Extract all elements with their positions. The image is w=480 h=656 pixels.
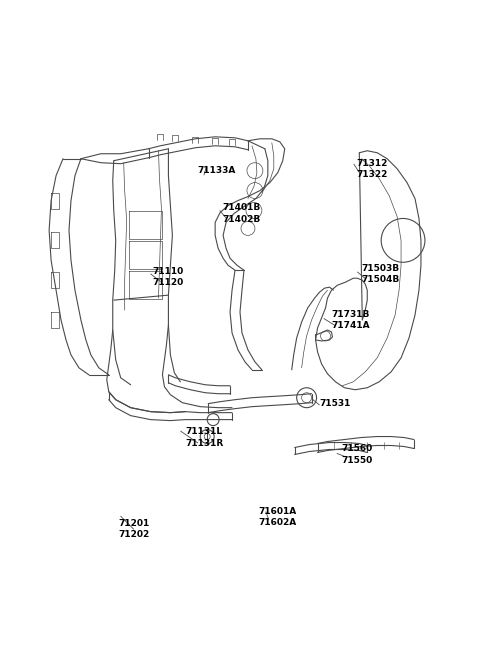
- Text: 71133A: 71133A: [197, 166, 236, 175]
- Text: 71401B
71402B: 71401B 71402B: [222, 203, 260, 224]
- Text: 71110
71120: 71110 71120: [153, 267, 184, 287]
- Text: 71201
71202: 71201 71202: [119, 519, 150, 539]
- Text: 71601A
71602A: 71601A 71602A: [258, 507, 296, 527]
- Text: 71731B
71741A: 71731B 71741A: [332, 310, 370, 330]
- Text: 71560
71550: 71560 71550: [341, 444, 372, 464]
- Text: 71312
71322: 71312 71322: [356, 159, 388, 178]
- Text: 71503B
71504B: 71503B 71504B: [361, 264, 399, 284]
- Text: 71531: 71531: [320, 400, 351, 408]
- Text: 71131L
71131R: 71131L 71131R: [185, 428, 224, 447]
